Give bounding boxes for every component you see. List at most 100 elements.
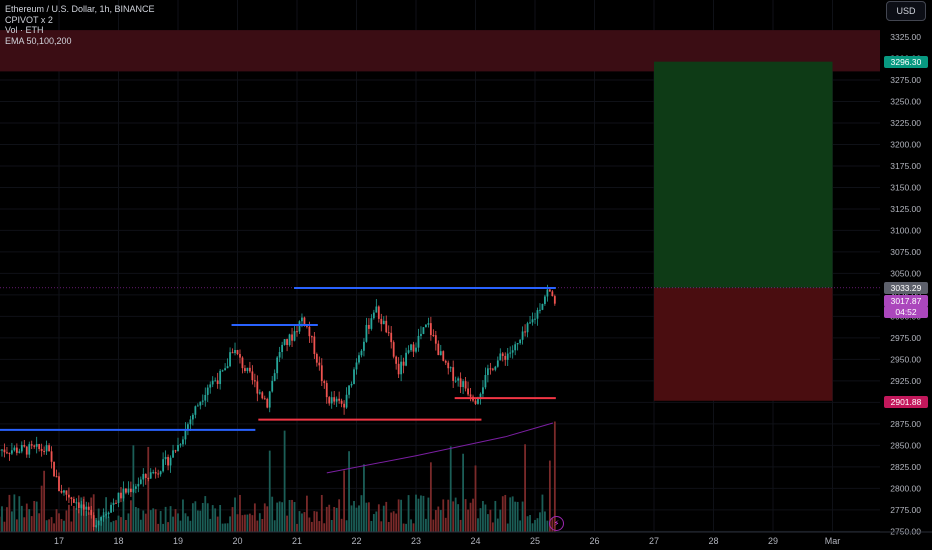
volume-indicator-label[interactable]: Vol · ETH	[5, 25, 44, 35]
volume-bar	[447, 499, 450, 532]
candle-body	[20, 445, 23, 452]
volume-bar	[18, 496, 21, 532]
volume-bar	[482, 501, 484, 532]
volume-bar	[246, 514, 249, 532]
volume-bar	[343, 470, 346, 532]
volume-bar	[516, 501, 519, 532]
candle-body	[459, 378, 462, 388]
volume-bar	[28, 509, 31, 532]
candle-body	[110, 504, 112, 513]
candle-body	[400, 361, 403, 375]
x-tick-label: 26	[589, 536, 599, 546]
candle-body	[236, 350, 239, 355]
candle-body	[258, 392, 261, 394]
candle-body	[437, 343, 440, 356]
volume-bar	[154, 509, 157, 532]
candle-body	[18, 451, 21, 453]
volume-bar	[278, 501, 281, 532]
volume-bar	[462, 453, 465, 532]
lightning-icon[interactable]: ⚡	[549, 516, 564, 531]
candle-body	[229, 352, 231, 367]
volume-bar	[152, 508, 155, 532]
candle-body	[92, 515, 95, 527]
candle-body	[251, 371, 254, 381]
target-zone	[654, 61, 833, 288]
y-tick-label: 3200.00	[890, 139, 921, 149]
candle-body	[427, 323, 430, 325]
candle-body	[496, 360, 499, 367]
volume-bar	[85, 510, 88, 532]
y-tick-label: 3100.00	[890, 225, 921, 235]
x-tick-label: 27	[649, 536, 659, 546]
candle-body	[325, 383, 328, 398]
volume-bar	[422, 495, 425, 532]
candle-body	[33, 445, 36, 447]
volume-bar	[509, 497, 512, 532]
volume-bar	[548, 460, 551, 532]
ema-indicator-label[interactable]: EMA 50,100,200	[5, 35, 72, 46]
volume-bar	[231, 507, 234, 532]
volume-bar	[63, 520, 65, 532]
volume-bar	[439, 510, 442, 532]
volume-bar	[328, 504, 331, 532]
volume-bar	[496, 518, 499, 532]
candle-body	[514, 344, 517, 351]
x-tick-label: 17	[54, 536, 64, 546]
volume-bar	[97, 508, 100, 532]
volume-bar	[385, 501, 388, 532]
volume-bar	[358, 505, 360, 532]
candle-body	[169, 457, 172, 466]
candle-body	[286, 339, 288, 346]
candle-body	[38, 444, 41, 449]
candle-body	[276, 357, 279, 374]
volume-bar	[43, 470, 46, 532]
candle-body	[457, 378, 460, 381]
candle-body	[387, 332, 390, 334]
volume-bar	[281, 502, 284, 532]
y-tick-label: 3175.00	[890, 161, 921, 171]
candle-body	[296, 331, 298, 333]
candle-body	[415, 347, 417, 352]
volume-bar	[177, 513, 179, 532]
volume-bar	[459, 519, 462, 532]
volume-bar	[33, 501, 36, 532]
candle-body	[77, 502, 80, 509]
candle-body	[330, 397, 333, 404]
volume-bar	[115, 520, 117, 532]
x-tick-label: Mar	[825, 536, 841, 546]
candle-body	[50, 451, 53, 462]
currency-button[interactable]: USD	[886, 1, 926, 21]
candle-body	[486, 368, 489, 376]
symbol-title[interactable]: Ethereum / U.S. Dollar, 1h, BINANCE	[5, 4, 155, 14]
volume-bar	[367, 502, 370, 532]
candle-body	[256, 381, 259, 394]
volume-bar	[529, 514, 531, 532]
candle-body	[278, 352, 281, 358]
candle-body	[105, 514, 108, 516]
pivot-indicator-label[interactable]: CPIVOT x 2	[5, 14, 53, 25]
stop-zone	[654, 287, 833, 401]
volume-bar	[315, 511, 318, 532]
volume-bar	[392, 511, 395, 532]
volume-bar	[306, 495, 308, 532]
candle-body	[534, 318, 536, 320]
candle-body	[360, 350, 363, 356]
candle-body	[494, 366, 497, 370]
candle-body	[407, 350, 410, 353]
volume-bar	[467, 509, 469, 532]
candle-body	[194, 406, 197, 415]
candle-body	[117, 492, 120, 503]
volume-bar	[182, 499, 184, 532]
volume-bar	[221, 523, 224, 532]
candle-body	[509, 352, 512, 354]
volume-bar	[412, 523, 415, 532]
candle-body	[422, 327, 425, 334]
volume-bar	[35, 501, 38, 532]
candle-body	[447, 362, 450, 369]
candle-body	[115, 502, 117, 504]
volume-bar	[162, 523, 165, 532]
candle-body	[63, 490, 65, 493]
candle-body	[201, 400, 204, 402]
candle-body	[206, 387, 209, 395]
